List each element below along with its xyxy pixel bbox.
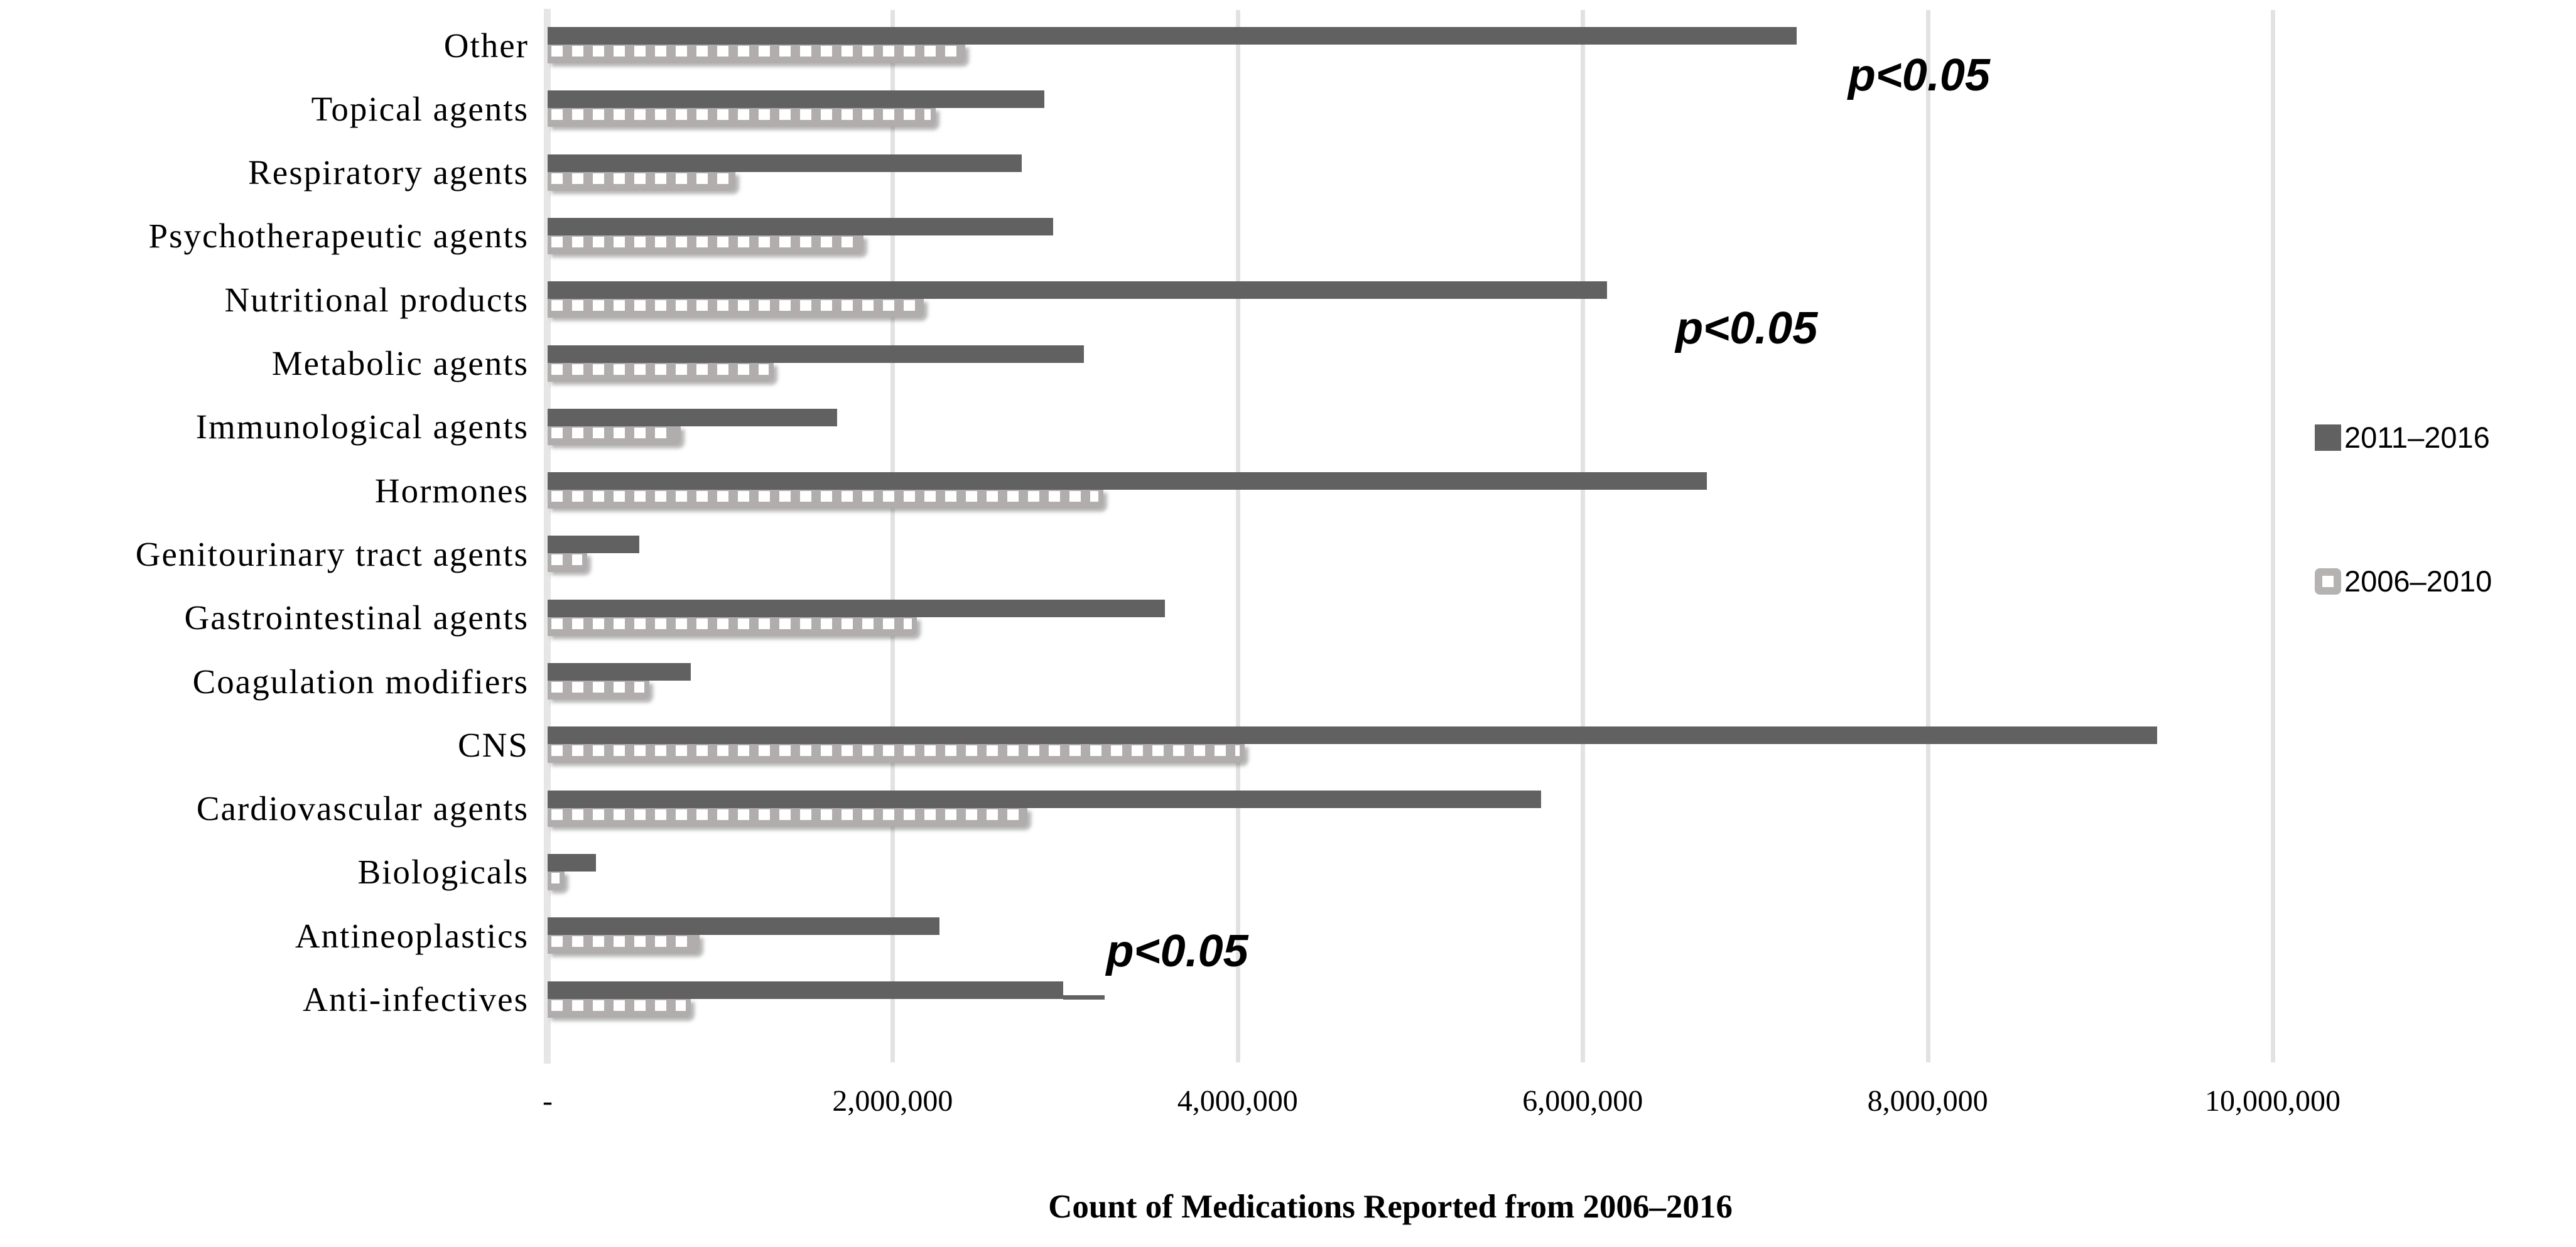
gridline xyxy=(890,10,896,1062)
bar-2006-2010 xyxy=(548,681,650,699)
category-label: Cardiovascular agents xyxy=(196,789,529,828)
category-label: Hormones xyxy=(374,471,529,510)
legend-swatch-solid-icon xyxy=(2315,424,2341,451)
anti-infectives-tail-line xyxy=(1063,995,1105,1000)
x-axis-tick-label: 10,000,000 xyxy=(2205,1084,2341,1118)
x-axis-tick-label: 4,000,000 xyxy=(1177,1084,1298,1118)
bar-2011-2016 xyxy=(548,599,1166,617)
legend-item-2006-2010: 2006–2010 xyxy=(2315,564,2492,598)
bar-2006-2010 xyxy=(548,299,924,318)
bar-2006-2010 xyxy=(548,171,736,191)
bar-2011-2016 xyxy=(548,281,1607,300)
bar-2006-2010 xyxy=(548,426,681,445)
bar-2011-2016 xyxy=(548,27,1797,45)
bar-2011-2016 xyxy=(548,853,596,872)
category-label: Metabolic agents xyxy=(271,344,529,382)
category-label: Genitourinary tract agents xyxy=(135,534,529,573)
category-label: Biologicals xyxy=(357,853,529,892)
x-axis-title: Count of Medications Reported from 2006–… xyxy=(1048,1189,1733,1225)
bar-2006-2010 xyxy=(548,935,700,954)
legend-swatch-dashed-icon xyxy=(2315,568,2341,595)
category-label: Antineoplastics xyxy=(295,916,529,955)
category-label: Nutritional products xyxy=(224,280,529,319)
bar-2006-2010 xyxy=(548,235,863,254)
bar-2011-2016 xyxy=(548,981,1064,999)
bar-2006-2010 xyxy=(548,108,936,127)
bar-2006-2010 xyxy=(548,45,965,63)
gridline xyxy=(1925,10,1930,1062)
gridline xyxy=(1581,10,1586,1062)
bar-2011-2016 xyxy=(548,790,1542,808)
bar-2011-2016 xyxy=(548,472,1707,490)
bar-2006-2010 xyxy=(548,871,565,890)
p-value-annotation: p<0.05 xyxy=(1848,50,1990,100)
gridline xyxy=(2271,10,2275,1062)
bar-2011-2016 xyxy=(548,663,691,681)
legend-label: 2006–2010 xyxy=(2344,564,2492,598)
y-axis-line xyxy=(544,9,551,1064)
bar-2011-2016 xyxy=(548,154,1022,172)
category-label: Gastrointestinal agents xyxy=(184,598,529,637)
category-label: Anti-infectives xyxy=(303,980,529,1018)
gridline xyxy=(1235,10,1240,1062)
bar-2006-2010 xyxy=(548,807,1027,827)
category-label: Coagulation modifiers xyxy=(192,662,529,701)
bar-2006-2010 xyxy=(548,553,588,573)
bar-2011-2016 xyxy=(548,217,1053,235)
bar-2011-2016 xyxy=(548,345,1085,363)
category-label: Other xyxy=(443,26,529,65)
category-label: Topical agents xyxy=(311,89,529,128)
x-axis-tick-label: 8,000,000 xyxy=(1867,1084,1988,1118)
bar-2011-2016 xyxy=(548,536,639,554)
x-axis-tick-label: 2,000,000 xyxy=(832,1084,953,1118)
bar-2006-2010 xyxy=(548,744,1245,764)
bar-2011-2016 xyxy=(548,408,838,426)
category-label: Respiratory agents xyxy=(248,153,529,192)
p-value-annotation: p<0.05 xyxy=(1675,303,1818,354)
p-value-annotation: p<0.05 xyxy=(1106,926,1248,976)
category-label: CNS xyxy=(458,725,529,764)
category-label: Psychotherapeutic agents xyxy=(148,217,529,256)
bar-2006-2010 xyxy=(548,998,691,1018)
x-axis-tick-label: - xyxy=(543,1084,553,1118)
legend-label: 2011–2016 xyxy=(2344,421,2490,454)
bar-2006-2010 xyxy=(548,617,917,636)
category-label: Immunological agents xyxy=(195,408,529,446)
bar-2011-2016 xyxy=(548,90,1045,109)
legend-item-2011-2016: 2011–2016 xyxy=(2315,420,2490,455)
bar-2006-2010 xyxy=(548,362,774,382)
x-axis-tick-label: 6,000,000 xyxy=(1522,1084,1643,1118)
bar-2006-2010 xyxy=(548,490,1103,509)
bar-2011-2016 xyxy=(548,726,2157,745)
bar-2011-2016 xyxy=(548,917,939,936)
